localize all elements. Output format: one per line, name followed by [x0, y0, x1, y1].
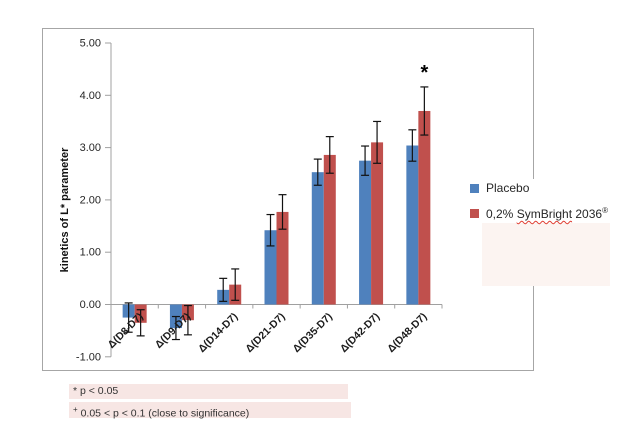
placebo-swatch-icon	[470, 183, 479, 193]
plus-superscript: +	[73, 405, 78, 414]
y-tick-label: 4.00	[80, 90, 101, 102]
significance-asterisk: *	[420, 62, 428, 84]
footnote-p-value: * p < 0.05	[69, 384, 348, 399]
chart-legend: Placebo 0,2% SymBright 2036®	[462, 179, 614, 223]
bar	[406, 145, 419, 305]
y-axis-title: kinetics of L* parameter	[59, 147, 71, 272]
y-tick-label: 3.00	[80, 142, 101, 154]
legend-item-placebo: Placebo	[470, 181, 614, 195]
legend-label-placebo: Placebo	[486, 181, 530, 195]
category-label: Δ(D14-D7)	[196, 311, 240, 355]
legend-watermark	[482, 223, 610, 286]
category-label: Δ(D48-D7)	[385, 311, 429, 355]
symbright-swatch-icon	[470, 209, 479, 218]
category-label: Δ(D42-D7)	[338, 311, 382, 355]
y-tick-label: -1.00	[76, 351, 101, 363]
y-tick-label: 0.00	[80, 299, 101, 311]
legend-item-symbright: 0,2% SymBright 2036®	[470, 206, 614, 221]
bar	[371, 142, 384, 305]
category-label: Δ(D21-D7)	[243, 311, 287, 355]
bar	[276, 211, 289, 305]
legend-label-symbright: 0,2% SymBright 2036®	[486, 206, 608, 221]
footnote-close-significance: + 0.05 < p < 0.1 (close to significance)	[69, 402, 351, 420]
y-tick-label: 5.00	[80, 38, 101, 50]
registered-mark: ®	[602, 206, 608, 215]
bar	[418, 110, 431, 305]
bar	[264, 230, 277, 305]
bar	[311, 172, 324, 305]
y-tick-label: 1.00	[80, 247, 101, 259]
y-tick-label: 2.00	[80, 194, 101, 206]
category-label: Δ(D35-D7)	[291, 311, 335, 355]
bar	[323, 154, 336, 305]
bar	[359, 160, 372, 305]
